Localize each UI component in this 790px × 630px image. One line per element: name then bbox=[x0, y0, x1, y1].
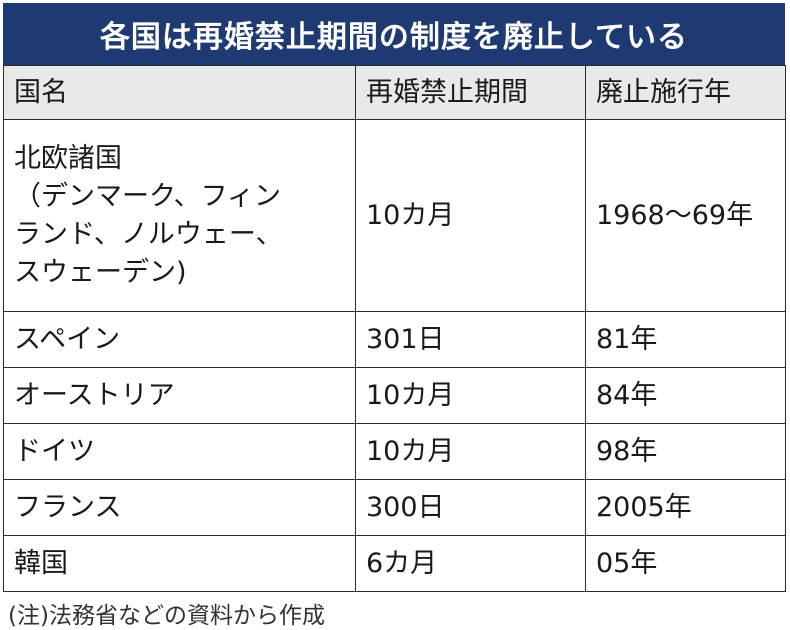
country-cell: スペイン bbox=[3, 311, 356, 368]
source-note: (注)法務省などの資料から作成 bbox=[8, 603, 325, 629]
period-cell: 10カ月 bbox=[355, 119, 586, 312]
period-cell: 10カ月 bbox=[355, 367, 586, 424]
period-cell: 301日 bbox=[355, 311, 586, 368]
country-line: （デンマーク、フィン bbox=[14, 180, 282, 212]
header-row: 国名 再婚禁止期間 廃止施行年 bbox=[3, 65, 786, 120]
country-cell: フランス bbox=[3, 479, 356, 536]
column-header-period: 再婚禁止期間 bbox=[355, 65, 586, 120]
country-cell: 韓国 bbox=[3, 535, 356, 592]
year-cell: 84年 bbox=[585, 367, 786, 424]
column-header-year: 廃止施行年 bbox=[585, 65, 786, 120]
year-cell: 1968～69年 bbox=[585, 119, 786, 312]
table-title: 各国は再婚禁止期間の制度を廃止している bbox=[3, 3, 785, 65]
column-header-country: 国名 bbox=[3, 65, 356, 120]
country-line: ランド、ノルウェー、 bbox=[14, 218, 283, 250]
comparison-table: 国名 再婚禁止期間 廃止施行年 北欧諸国 （デンマーク、フィン ランド、ノルウェ… bbox=[3, 65, 786, 592]
year-cell: 2005年 bbox=[585, 479, 786, 536]
period-cell: 300日 bbox=[355, 479, 586, 536]
year-cell: 81年 bbox=[585, 311, 786, 368]
period-cell: 10カ月 bbox=[355, 423, 586, 480]
table-row: 韓国 6カ月 05年 bbox=[3, 535, 786, 592]
period-cell: 6カ月 bbox=[355, 535, 586, 592]
table-row: フランス 300日 2005年 bbox=[3, 479, 786, 536]
country-line: スウェーデン) bbox=[14, 256, 187, 288]
country-cell: オーストリア bbox=[3, 367, 356, 424]
table-row: ドイツ 10カ月 98年 bbox=[3, 423, 786, 480]
country-cell: ドイツ bbox=[3, 423, 356, 480]
table-row: スペイン 301日 81年 bbox=[3, 311, 786, 368]
table-row: 北欧諸国 （デンマーク、フィン ランド、ノルウェー、 スウェーデン) 10カ月 … bbox=[3, 119, 786, 312]
country-line: 北欧諸国 bbox=[14, 142, 122, 174]
country-cell: 北欧諸国 （デンマーク、フィン ランド、ノルウェー、 スウェーデン) bbox=[3, 119, 356, 312]
table-row: オーストリア 10カ月 84年 bbox=[3, 367, 786, 424]
year-cell: 05年 bbox=[585, 535, 786, 592]
year-cell: 98年 bbox=[585, 423, 786, 480]
